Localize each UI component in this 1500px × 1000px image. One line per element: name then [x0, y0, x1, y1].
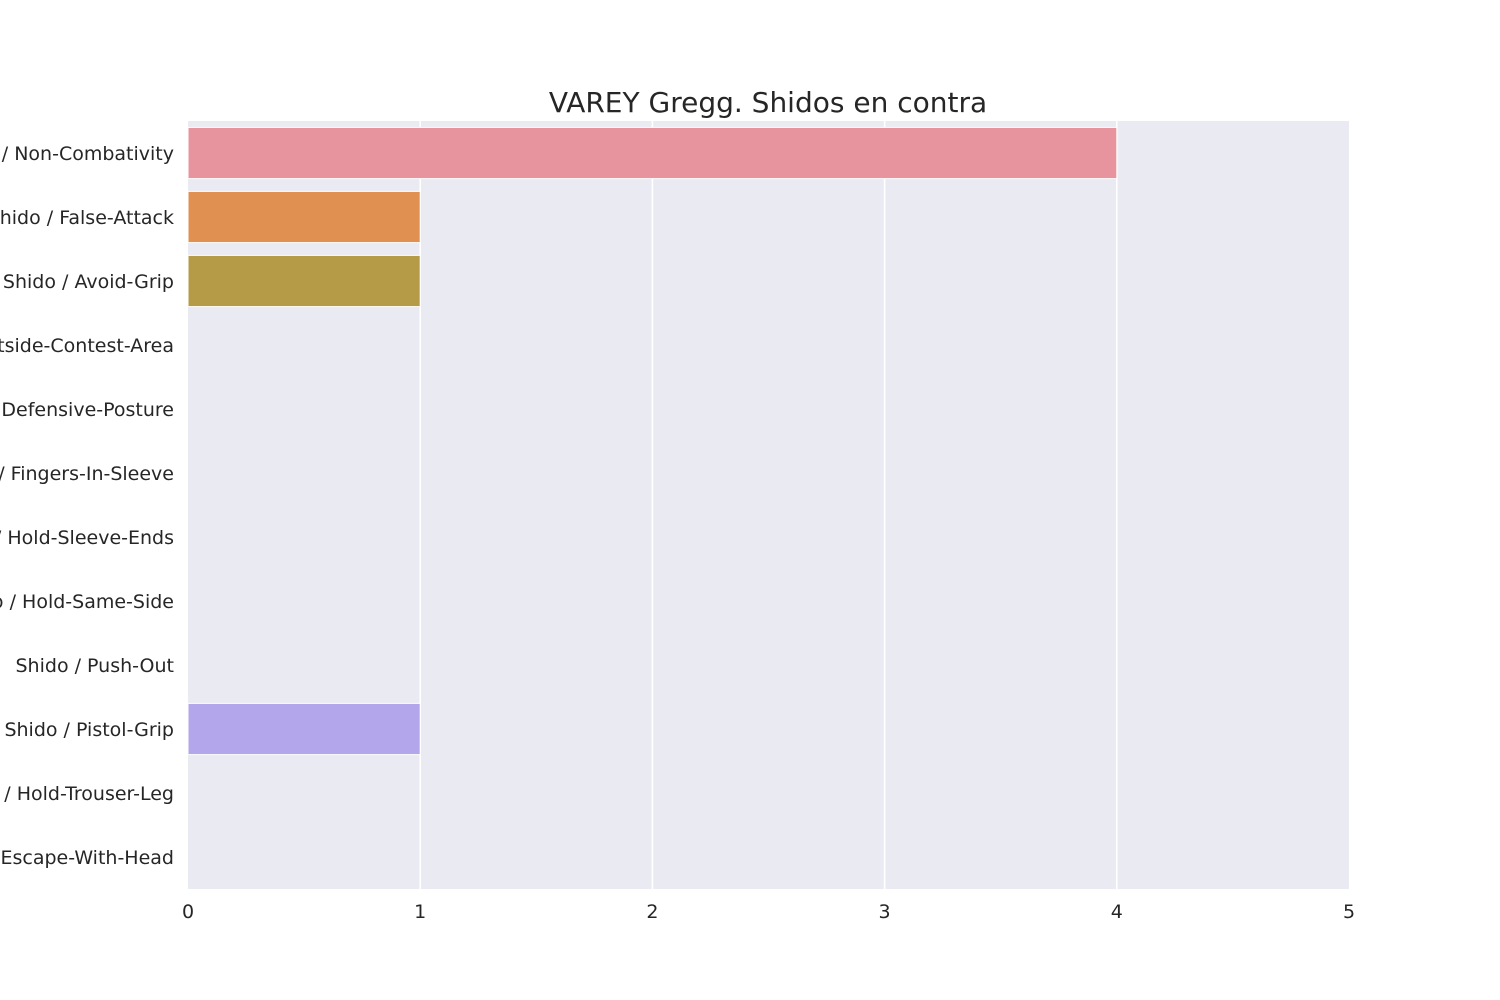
- x-axis-tick-labels: 0 1 2 3 4 5: [182, 901, 1355, 923]
- y-tick-label: Shido / Fingers-In-Sleeve: [0, 463, 174, 485]
- y-tick-label: Shido / Push-Out: [16, 655, 175, 677]
- chart-title: VAREY Gregg. Shidos en contra: [549, 86, 987, 119]
- x-tick-label: 3: [879, 901, 891, 923]
- y-axis-tick-labels: Shido / Non-Combativity Shido / False-Att…: [0, 143, 174, 869]
- y-tick-label: Shido / Outside-Contest-Area: [0, 335, 174, 357]
- x-tick-label: 2: [646, 901, 658, 923]
- bars: [187, 126, 1118, 756]
- y-tick-label: Shido / Defensive-Posture: [0, 399, 174, 421]
- y-tick-label: Shido / False-Attack: [0, 207, 174, 229]
- y-tick-label: Shido / Hold-Same-Side: [0, 591, 174, 613]
- y-tick-label: Shido / Pistol-Grip: [4, 719, 174, 741]
- plot-background: [188, 121, 1349, 889]
- y-tick-label: Shido / Hold-Trouser-Leg: [0, 783, 174, 805]
- bar: [187, 702, 421, 756]
- y-tick-label: Shido / Avoid-Grip: [3, 271, 174, 293]
- x-tick-label: 0: [182, 901, 194, 923]
- gridlines: [419, 121, 1118, 889]
- bar: [187, 126, 1118, 180]
- bar: [187, 190, 421, 244]
- bar: [187, 254, 421, 308]
- x-tick-label: 5: [1343, 901, 1355, 923]
- y-tick-label: Shido / Non-Combativity: [0, 143, 174, 165]
- y-tick-label: Shido / Hold-Sleeve-Ends: [0, 527, 174, 549]
- y-tick-label: Shido / Escape-With-Head: [0, 847, 174, 869]
- x-tick-label: 1: [414, 901, 426, 923]
- x-tick-label: 4: [1111, 901, 1123, 923]
